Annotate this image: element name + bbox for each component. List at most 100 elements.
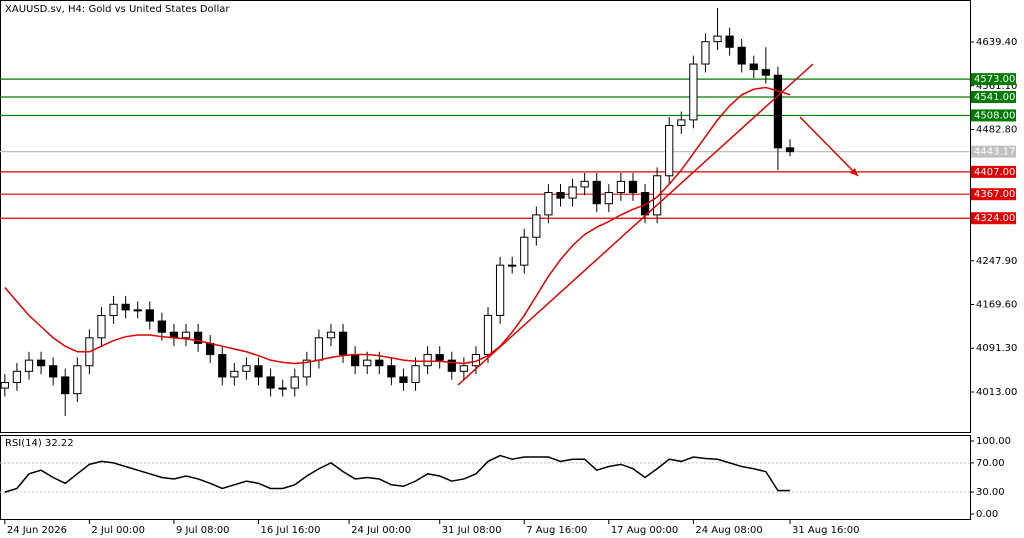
level-line-label: 4573.00: [974, 74, 1015, 85]
chart-title: XAUUSD.sv, H4: Gold vs United States Dol…: [5, 4, 230, 15]
candle-body: [628, 180, 638, 194]
candle-body: [604, 192, 613, 205]
candle-body: [592, 180, 601, 205]
candle-body: [338, 331, 348, 356]
candle-body: [556, 192, 565, 199]
level-line-tag: [971, 188, 1016, 201]
y-tick-label: 4639.40: [976, 37, 1017, 48]
candle-body: [459, 365, 468, 372]
y-tick-label: 4091.30: [976, 343, 1017, 354]
level-line-tag: [971, 212, 1016, 225]
x-tick-label: 9 Jul 08:00: [176, 525, 230, 536]
candle-body: [73, 365, 82, 395]
candle-body: [145, 309, 154, 322]
x-tick-label: 31 Jul 08:00: [442, 525, 502, 536]
y-tick-label: 4247.90: [976, 256, 1017, 267]
candle-body: [290, 376, 299, 389]
candle-body: [532, 214, 541, 238]
candle-body: [12, 370, 22, 383]
trend-line: [457, 63, 814, 386]
candle-body: [411, 365, 420, 383]
x-tick-label: 2 Jul 00:00: [91, 525, 145, 536]
level-line-tag: [971, 90, 1016, 103]
candle-body: [544, 192, 553, 216]
candle-body: [242, 365, 251, 372]
candle-body: [278, 387, 287, 390]
candle-body: [0, 381, 9, 389]
candle-body: [49, 365, 58, 378]
candle-body: [314, 337, 324, 361]
current-price-line-label: 4443.17: [974, 147, 1015, 158]
rsi-tick-label: 100.00: [976, 436, 1011, 447]
candle-body: [375, 359, 384, 367]
rsi-line: [4, 454, 791, 493]
candle-body: [495, 264, 505, 316]
candle-body: [206, 342, 215, 356]
candle-body: [266, 376, 275, 389]
level-line-tag: [971, 73, 1016, 86]
candle-body: [689, 63, 698, 121]
x-tick-label: 16 Jul 16:00: [261, 525, 321, 536]
candle-body: [423, 354, 432, 367]
level-line-label: 4407.00: [974, 167, 1015, 178]
y-tick-label: 4169.60: [976, 300, 1017, 311]
candle-body: [326, 331, 336, 339]
rsi-tick-label: 30.00: [976, 487, 1005, 498]
candle-body: [677, 119, 686, 126]
candle-body: [435, 354, 444, 361]
level-line-label: 4367.00: [974, 189, 1015, 200]
candle-body: [616, 180, 626, 194]
candle-body: [387, 365, 396, 378]
candle-body: [580, 180, 589, 188]
x-tick-label: 24 Jun 2026: [7, 525, 67, 536]
candle-body: [193, 331, 203, 344]
candle-body: [785, 147, 795, 153]
candle-body: [133, 309, 142, 312]
candle-body: [725, 35, 734, 48]
candle-body: [109, 303, 118, 316]
current-price-line-tag: [971, 145, 1016, 158]
level-line-tag: [971, 165, 1016, 178]
y-tick-label: 4013.00: [976, 387, 1017, 398]
candle-body: [749, 63, 758, 71]
candle-body: [737, 46, 746, 65]
candle-body: [665, 124, 674, 177]
main-pane: [0, 0, 971, 433]
candle-body: [520, 236, 529, 266]
candle-body: [773, 74, 783, 149]
candle-body: [447, 359, 456, 372]
candle-body: [351, 354, 360, 367]
candle-body: [568, 186, 577, 199]
x-tick-label: 24 Jul 00:00: [351, 525, 411, 536]
candle-body: [230, 370, 239, 378]
arrow-head: [850, 168, 858, 176]
candle-body: [121, 303, 130, 311]
candle-body: [97, 314, 106, 339]
x-tick-label: 24 Aug 08:00: [695, 525, 762, 536]
candle-body: [483, 314, 493, 356]
candle-body: [761, 69, 770, 76]
x-tick-label: 7 Aug 16:00: [526, 525, 587, 536]
y-tick-label: 4482.80: [976, 125, 1017, 136]
rsi-tick-label: 70.00: [976, 458, 1005, 469]
y-tick-label: 4561.10: [976, 81, 1017, 92]
candle-body: [399, 376, 408, 383]
rsi-pane: [0, 435, 971, 520]
candle-body: [218, 354, 227, 378]
rsi-title: RSI(14) 32.22: [5, 438, 74, 449]
rsi-tick-label: 0.00: [976, 509, 998, 520]
level-line-label: 4508.00: [974, 110, 1015, 121]
candle-body: [653, 175, 662, 216]
level-line-tag: [971, 109, 1016, 122]
moving-average: [4, 86, 791, 365]
candle-body: [24, 359, 34, 372]
level-line-label: 4541.00: [974, 92, 1015, 103]
x-tick-label: 31 Aug 16:00: [792, 525, 859, 536]
candle-body: [157, 320, 166, 333]
level-line-label: 4324.00: [974, 213, 1015, 224]
candle-body: [181, 331, 191, 339]
candle-body: [36, 359, 46, 367]
candle-body: [701, 41, 710, 65]
